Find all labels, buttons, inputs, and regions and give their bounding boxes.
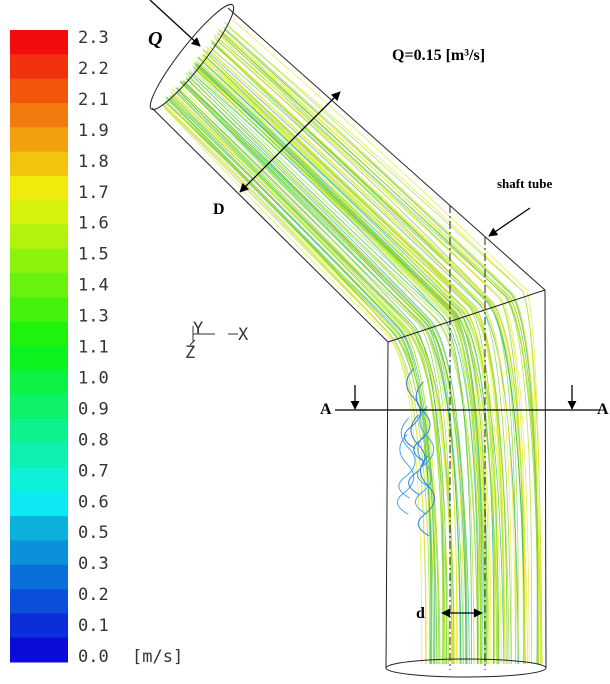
- shaft-diameter-label: d: [416, 605, 425, 622]
- streamline: [180, 86, 458, 664]
- color-band: [10, 565, 68, 590]
- colorbar-label: 0.7: [78, 461, 109, 481]
- colorbar-label: 1.6: [78, 214, 109, 234]
- color-band: [10, 103, 68, 128]
- streamline: [218, 29, 537, 664]
- streamline: [173, 97, 436, 664]
- color-band: [10, 492, 68, 517]
- color-band: [10, 152, 68, 177]
- axis-label: X: [238, 325, 249, 345]
- color-band: [10, 638, 68, 663]
- colorbar-label: 1.4: [78, 276, 109, 296]
- colorbar-label: 0.6: [78, 492, 109, 512]
- colorbar-label: 1.9: [78, 121, 109, 141]
- colorbar-unit: [m/s]: [132, 647, 183, 667]
- section-label: A: [320, 401, 332, 418]
- figure: 2.3 2.2 2.1 1.9 1.8 1.7 1.6 1.5 1.4 1.3 1.1 1.0 0.9 0…: [0, 0, 610, 684]
- streamline: [169, 96, 444, 664]
- color-band: [10, 322, 68, 347]
- colorbar-label: 1.1: [78, 338, 109, 358]
- streamline: [184, 83, 465, 664]
- color-band: [10, 370, 68, 395]
- color-band: [10, 516, 68, 541]
- streamline: [224, 27, 539, 664]
- color-band: [10, 30, 68, 55]
- colorbar-label: 0.5: [78, 523, 109, 543]
- diameter-label: D: [213, 201, 225, 218]
- colorbar-label: 1.0: [78, 368, 109, 388]
- color-band: [10, 297, 68, 322]
- colorbar-label: 0.3: [78, 554, 109, 574]
- color-band: [10, 468, 68, 493]
- colorbar-label: 0.0: [78, 647, 109, 667]
- streamline: [213, 41, 524, 664]
- streamline: [166, 97, 434, 664]
- colorbar-label: 1.8: [78, 152, 109, 172]
- color-band: [10, 79, 68, 104]
- color-band: [10, 200, 68, 225]
- streamline: [223, 32, 540, 664]
- colorbar-label: 1.5: [78, 245, 109, 265]
- colorbar-label: 0.2: [78, 585, 109, 605]
- color-band: [10, 54, 68, 79]
- streamlines: [163, 20, 542, 664]
- axis-label: Y: [193, 319, 203, 339]
- shaft-label: shaft tube: [497, 176, 552, 191]
- color-band: [10, 224, 68, 249]
- color-band: [10, 395, 68, 420]
- flow-label: Q=0.15 [m³/s]: [392, 47, 485, 64]
- inlet-label: Q: [148, 28, 162, 50]
- colorbar-label: 1.3: [78, 307, 109, 327]
- streamline: [171, 98, 440, 664]
- color-band: [10, 540, 68, 565]
- section-label: A: [597, 401, 609, 418]
- color-band: [10, 589, 68, 614]
- color-band: [10, 346, 68, 371]
- streamline: [166, 101, 440, 664]
- colorbar-label: 0.9: [78, 399, 109, 419]
- colorbar-label: 2.1: [78, 90, 109, 110]
- colorbar-label: 2.2: [78, 59, 109, 79]
- color-band: [10, 443, 68, 468]
- axis-label: Z: [185, 343, 195, 363]
- color-band: [10, 273, 68, 298]
- streamline: [170, 96, 434, 664]
- streamline: [183, 82, 467, 664]
- colorbar-label: 2.3: [78, 28, 109, 48]
- color-band: [10, 249, 68, 274]
- color-band: [10, 127, 68, 152]
- colorbar-label: 0.1: [78, 616, 109, 636]
- color-band: [10, 613, 68, 638]
- color-band: [10, 176, 68, 201]
- color-band: [10, 419, 68, 444]
- colorbar: 2.3 2.2 2.1 1.9 1.8 1.7 1.6 1.5 1.4 1.3 1.1 1.0 0.9 0…: [10, 28, 183, 667]
- colorbar-label: 1.7: [78, 183, 109, 203]
- colorbar-label: 0.8: [78, 430, 109, 450]
